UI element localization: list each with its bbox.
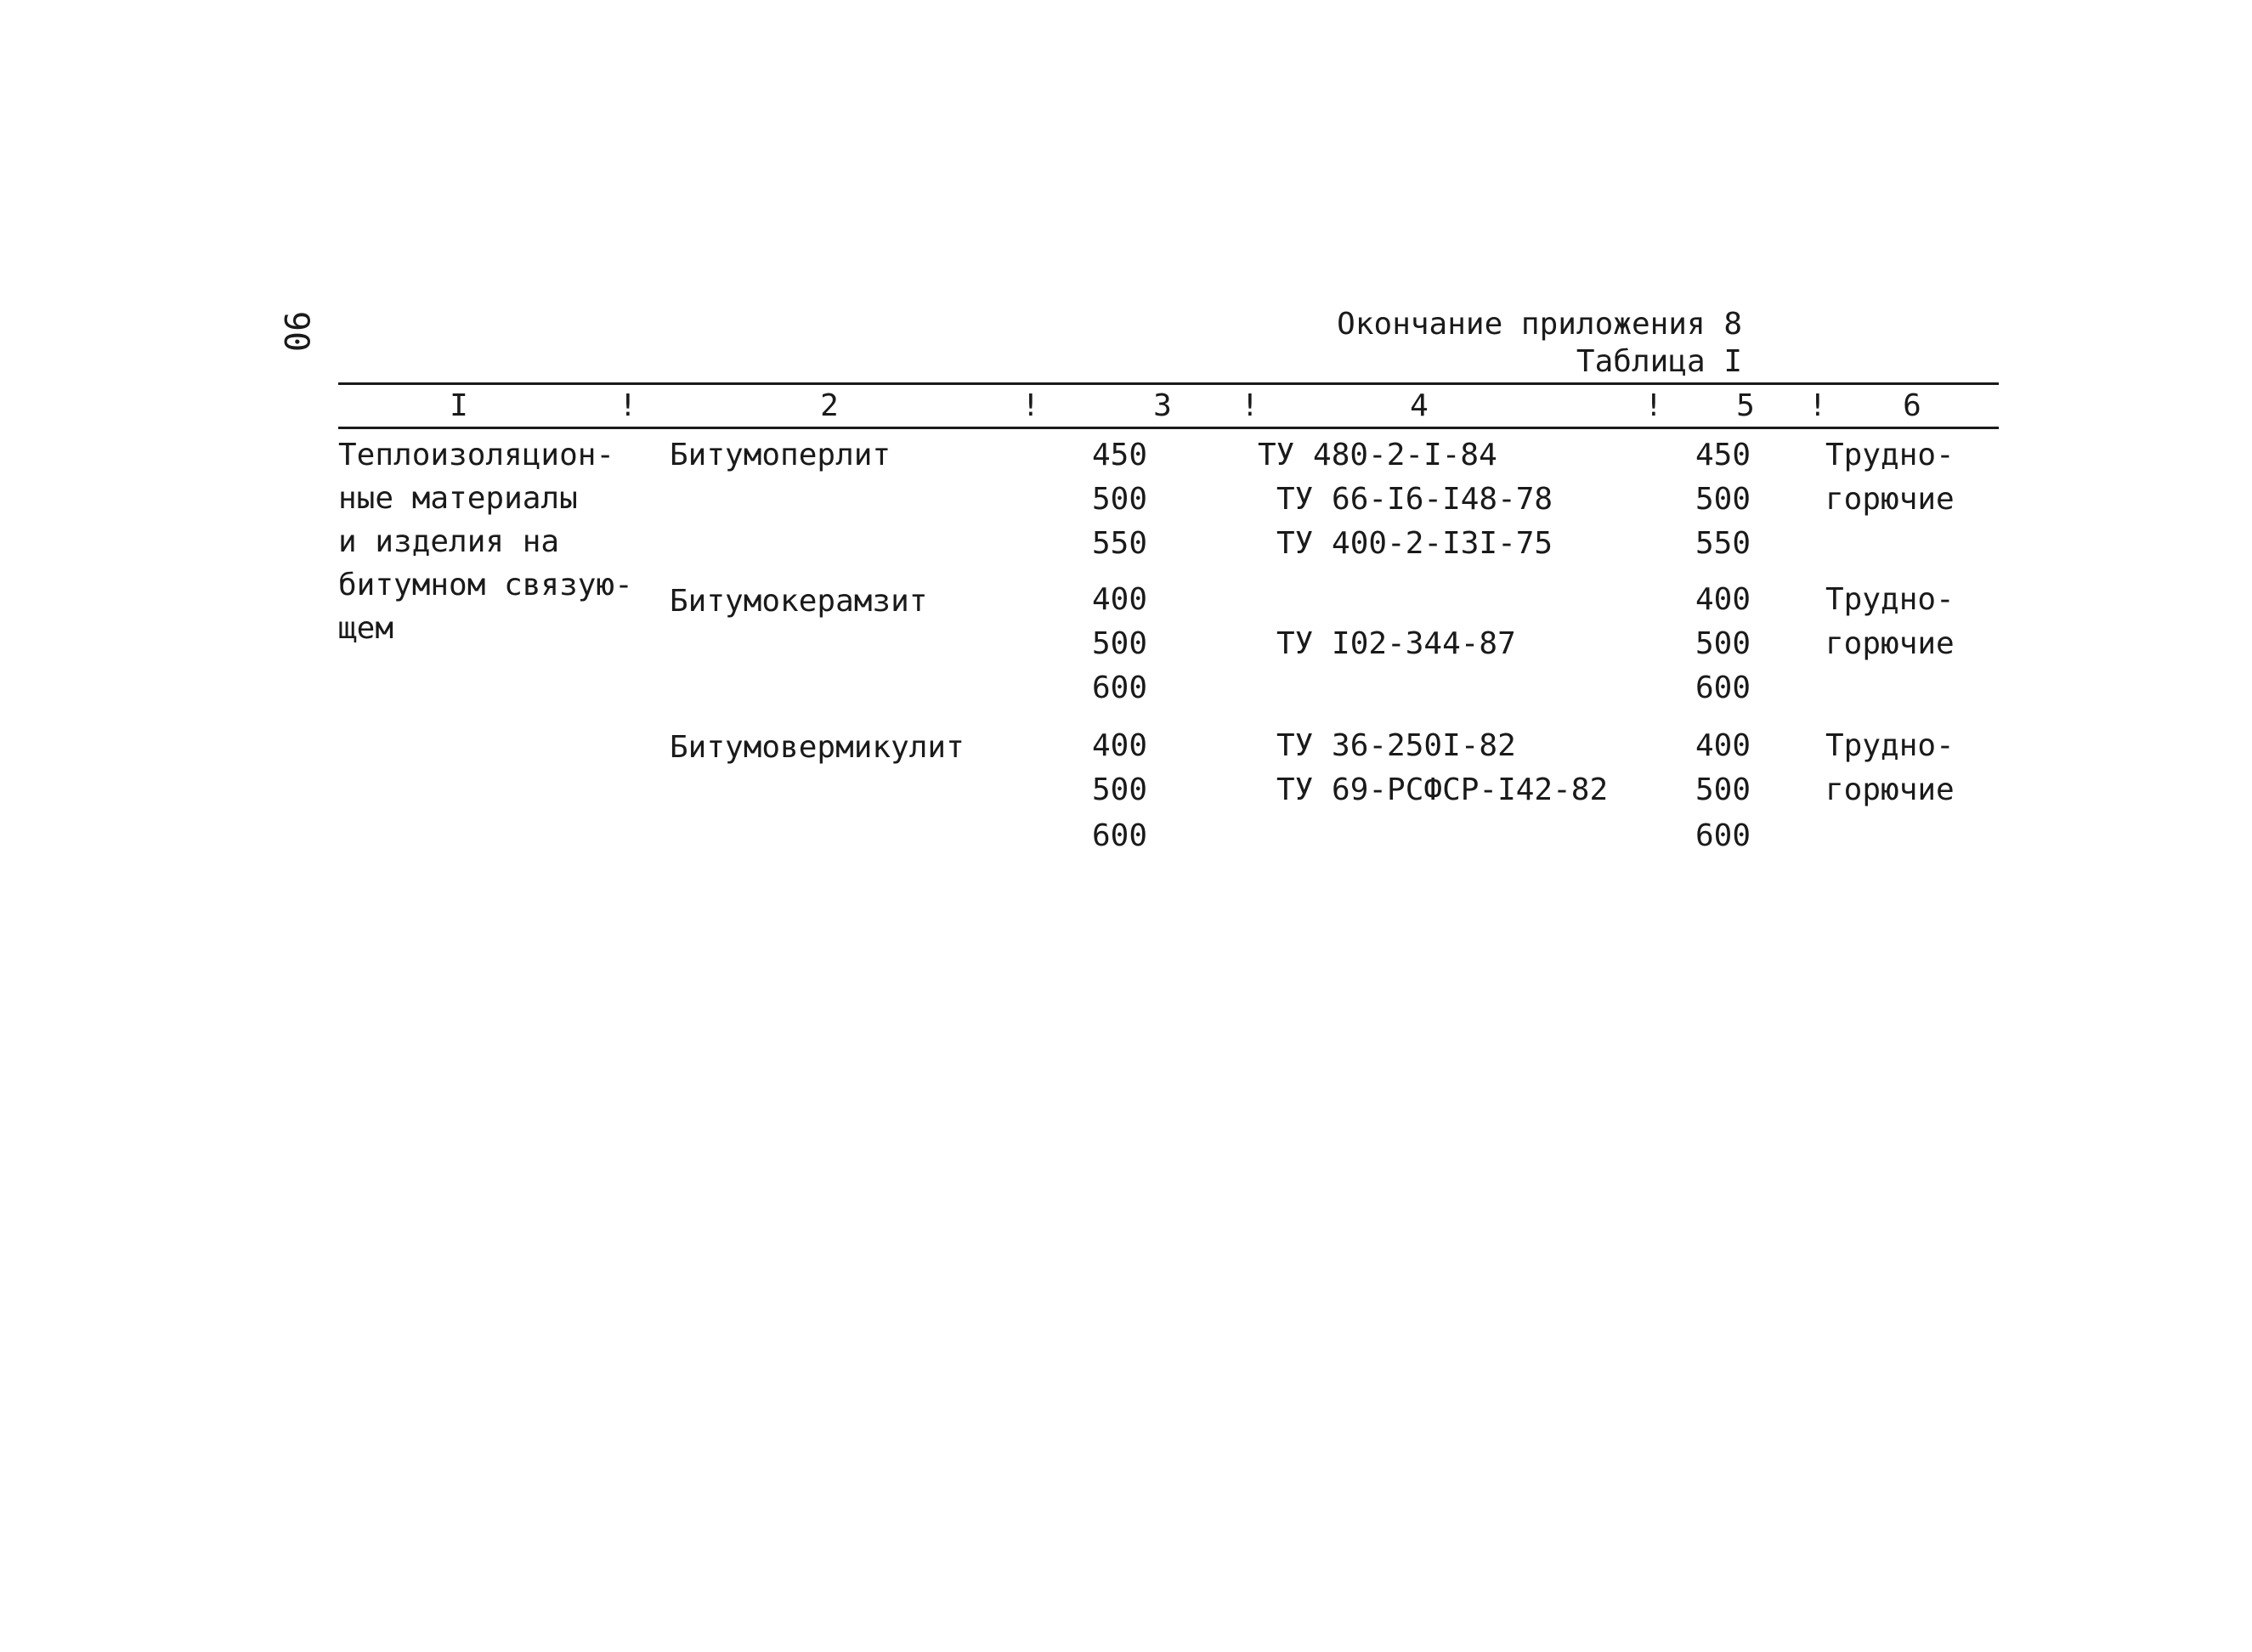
material-name: Битумоперлит [670,438,891,472]
density-col5-value: 500 [1695,482,1751,517]
density-value: 450 [1091,438,1147,472]
density-value: 600 [1091,670,1147,705]
table-label: Таблица I [1576,344,1742,379]
column-header-2: 2 [820,388,839,423]
standard-reference: ТУ 480-2-I-84 [1258,438,1497,472]
column-header-5: 5 [1736,388,1755,423]
material-group-cell: Теплоизоляцион- ные материалы и изделия … [338,433,661,650]
column-header-6: 6 [1903,388,1921,423]
density-value: 400 [1091,582,1147,617]
material-name: Битумовермикулит [670,730,965,765]
flammability-class: Трудно- [1825,728,1955,763]
density-value: 500 [1091,626,1147,661]
density-col5-value: 600 [1695,670,1751,705]
group-line: ные материалы [338,481,578,516]
column-separator: ! [1808,388,1827,423]
density-col5-value: 400 [1695,582,1751,617]
column-separator: ! [1241,388,1259,423]
density-col5-value: 400 [1695,728,1751,763]
density-col5-value: 600 [1695,818,1751,853]
group-line: Теплоизоляцион- [338,438,615,472]
group-line: и изделия на [338,524,560,559]
appendix-continuation-title: Окончание приложения 8 [1337,307,1742,342]
flammability-class: горючие [1825,772,1955,807]
column-separator: ! [1644,388,1663,423]
flammability-class: Трудно- [1825,438,1955,472]
density-value: 500 [1091,772,1147,807]
flammability-class: Трудно- [1825,582,1955,617]
page-number: 90 [276,310,315,353]
flammability-class: горючие [1825,626,1955,661]
density-col5-value: 500 [1695,626,1751,661]
column-separator: ! [619,388,637,423]
density-col5-value: 450 [1695,438,1751,472]
density-col5-value: 550 [1695,526,1751,561]
density-value: 550 [1091,526,1147,561]
flammability-class: горючие [1825,482,1955,517]
material-name: Битумокерамзит [670,584,928,619]
density-value: 500 [1091,482,1147,517]
column-header-4: 4 [1410,388,1429,423]
group-line: битумном связую- [338,568,633,603]
group-line: щем [338,611,394,646]
table-top-rule [338,382,1999,385]
column-header-3: 3 [1153,388,1172,423]
density-value: 600 [1091,818,1147,853]
standard-reference: ТУ 400-2-I3I-75 [1276,526,1553,561]
standard-reference: ТУ I02-344-87 [1276,626,1516,661]
column-separator: ! [1021,388,1040,423]
standard-reference: ТУ 36-250I-82 [1276,728,1516,763]
column-header-1: I [450,388,468,423]
standard-reference: ТУ 66-I6-I48-78 [1276,482,1553,517]
density-col5-value: 500 [1695,772,1751,807]
density-value: 400 [1091,728,1147,763]
table-header-rule [338,427,1999,429]
standard-reference: ТУ 69-РСФСР-I42-82 [1276,772,1609,807]
